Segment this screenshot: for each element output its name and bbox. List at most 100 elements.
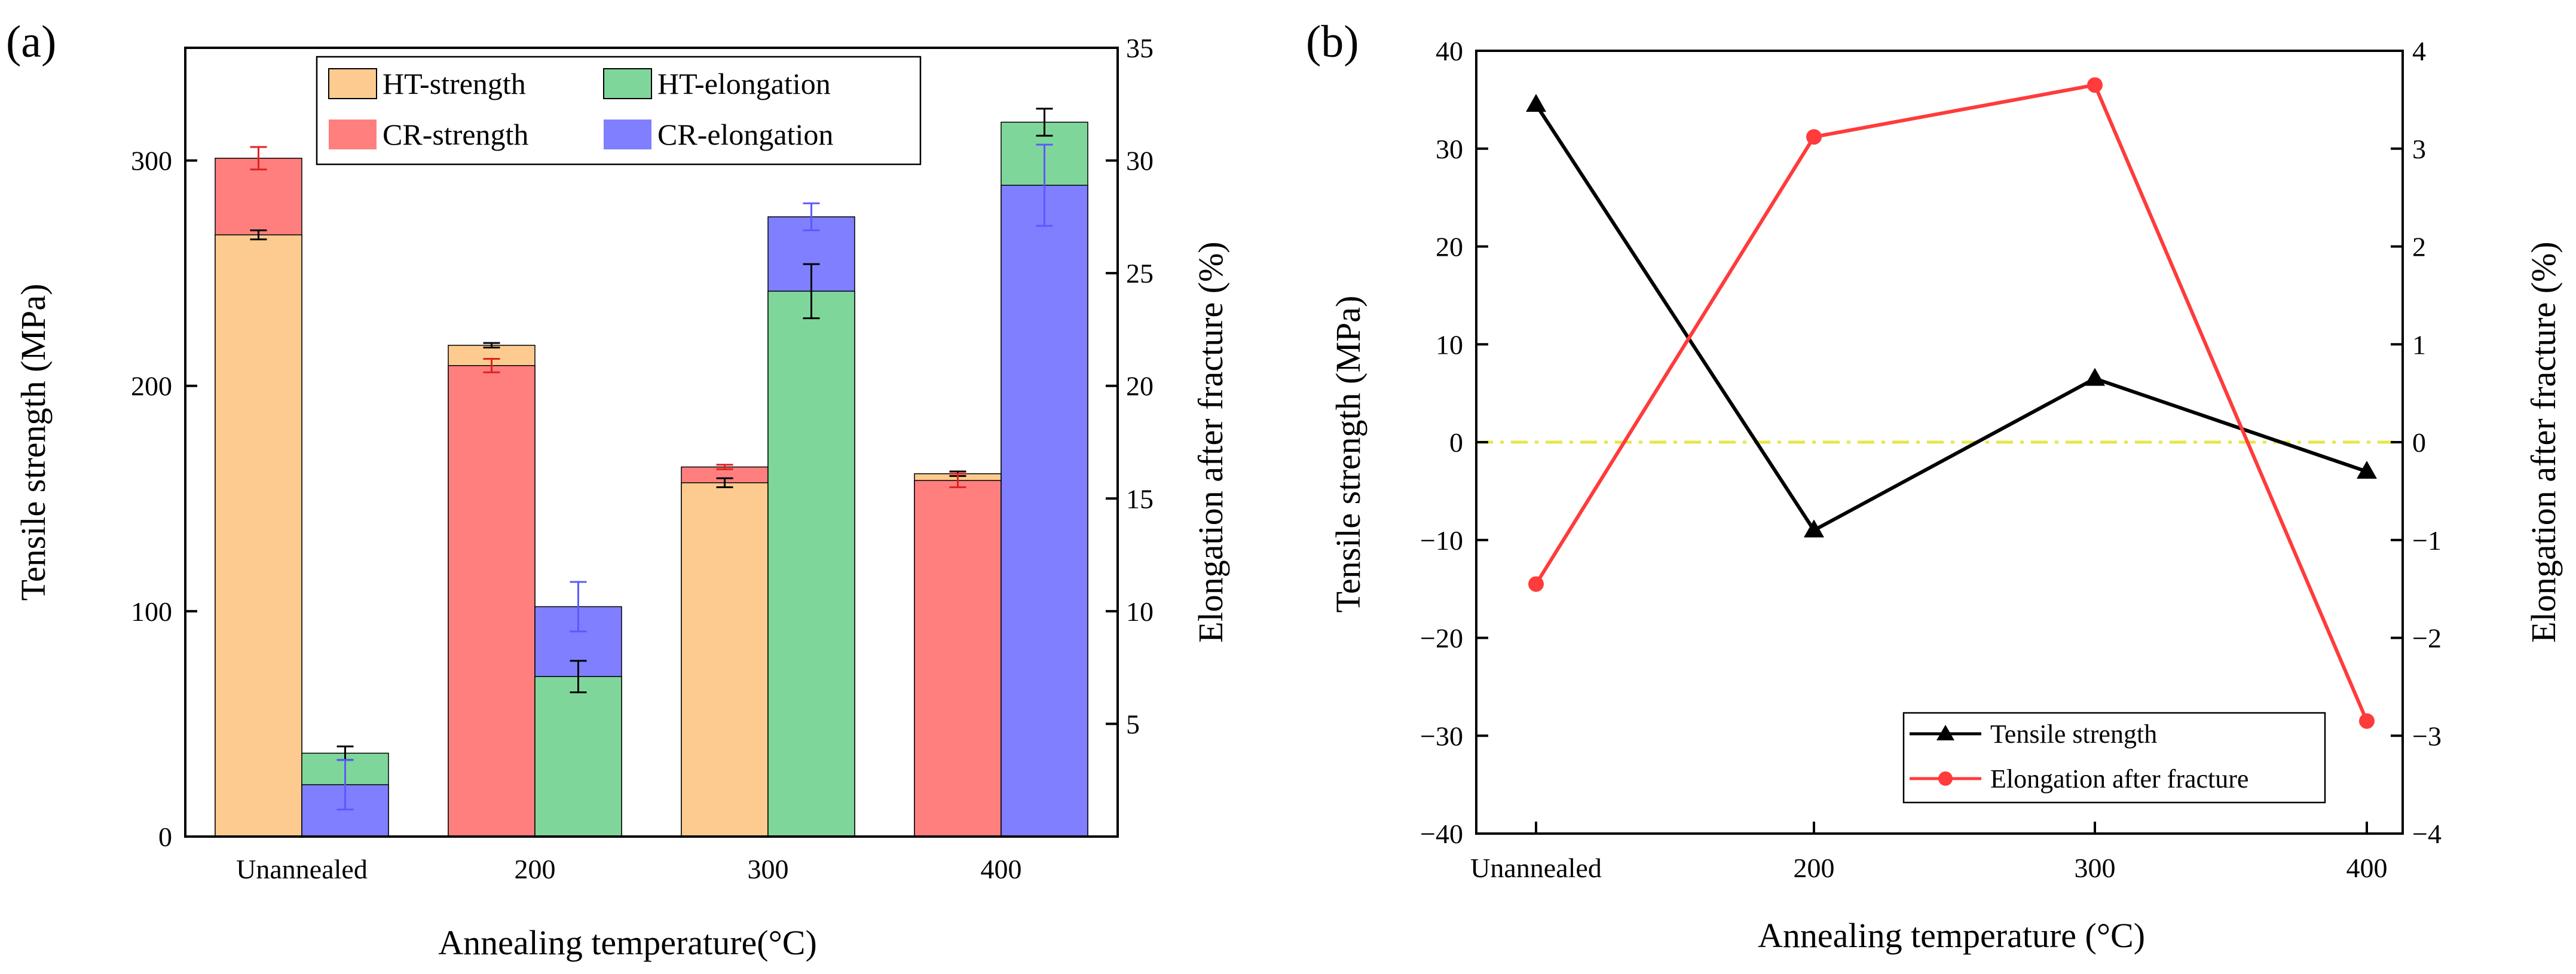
panel-a-bars [215, 121, 1088, 837]
error-bar-cr-strength-200 [483, 357, 500, 373]
error-bar-ht-elongation-300 [803, 263, 820, 320]
panel-b-legend-box [1902, 712, 2326, 804]
error-bar-ht-elongation-400 [1036, 108, 1053, 137]
series-tensile-strength [1526, 94, 2377, 538]
panel-b-label: (b) [1306, 17, 1359, 67]
legend-label-cr-elongation: CR-elongation [657, 118, 833, 151]
point-tensile-strength-300 [2085, 367, 2105, 386]
y2-tick-label-5: 5 [1126, 709, 1140, 739]
legend-swatch-cr-elongation [604, 120, 651, 149]
line-tensile-strength [1534, 103, 2367, 533]
y-tick-label-30: −30 [1420, 721, 1463, 751]
bar-cr-strength-200 [448, 365, 536, 837]
panel-a-label: (a) [6, 17, 56, 67]
error-bar-cr-strength-300 [716, 464, 733, 470]
bar-ht-elongation-200 [534, 676, 622, 837]
point-tensile-strength-unannealed [1526, 94, 1546, 112]
panel-a-plot-frame [184, 47, 1119, 838]
y-tick-label-40: 40 [1436, 36, 1463, 66]
panel-b-series [1526, 77, 2377, 729]
y2-tick-label-2: 2 [2412, 232, 2426, 262]
panel-b-y2-axis-title: Elongation after fracture (%) [2524, 241, 2563, 642]
panel-a-y-axis-title: Tensile strength (MPa) [14, 284, 53, 601]
y2-tick-label-10: 10 [1126, 596, 1154, 627]
line-elongation-after-fracture [1534, 82, 2369, 722]
y2-tick-label-35: 35 [1126, 33, 1154, 63]
y2-tick-label-30: 30 [1126, 146, 1154, 176]
legend-label-ht-elongation: HT-elongation [657, 67, 831, 100]
error-bar-cr-strength-unannealed [250, 146, 267, 171]
x-tick-label-unannealed: Unannealed [1470, 853, 1602, 883]
error-bar-cr-elongation-300 [803, 202, 820, 231]
y2-tick-label-4: 4 [2412, 36, 2426, 66]
point-tensile-strength-200 [1804, 519, 1824, 538]
y2-tick-label-3: −3 [2412, 721, 2442, 751]
panel-a-axes: Unannealed 200 300 400 0 100 200 300 5 10 15 20 25 30… [131, 33, 1154, 884]
y-tick-label-40: −40 [1420, 819, 1463, 849]
x-tick-label-300: 300 [748, 854, 789, 884]
y2-tick-label-3: 3 [2412, 134, 2426, 164]
y2-tick-label-1: −1 [2412, 525, 2442, 556]
legend-swatch-ht-elongation [603, 68, 652, 99]
legend-marker-circle [1938, 771, 1953, 786]
panel-b-axes: Unannealed 200 300 400−40−30−20−10010203040… [1420, 36, 2442, 883]
panel-b-legend: Tensile strength Elongation after fractu… [1902, 712, 2326, 804]
legend-marker-triangle [1936, 725, 1954, 740]
x-tick-label-300: 300 [2075, 853, 2116, 883]
panel-b-x-axis-title: Annealing temperature (°C) [1758, 916, 2145, 955]
x-tick-label-unannealed: Unannealed [236, 854, 368, 884]
error-bar-ht-strength-200 [483, 342, 500, 349]
legend-label-elongation: Elongation after fracture [1990, 764, 2248, 794]
panel-a: (a) Unannealed 200 300 400 0 100 200 300 5 10 15 20… [6, 17, 1230, 962]
bar-ht-strength-300 [681, 482, 769, 837]
point-elongation-after-fracture-300 [2087, 77, 2103, 93]
y-tick-label-0: 0 [1449, 427, 1463, 458]
y2-tick-label-0: 0 [2412, 427, 2426, 458]
error-bar-ht-strength-unannealed [250, 229, 267, 241]
panel-b: (b) Unannealed 200 300 400−40−30−20−1001020… [1306, 17, 2563, 955]
panel-a-y2-axis-title: Elongation after fracture (%) [1191, 241, 1230, 642]
bar-ht-strength-unannealed [215, 234, 302, 837]
error-bar-cr-elongation-unannealed [336, 759, 354, 811]
y-tick-label-200: 200 [131, 371, 172, 402]
x-tick-label-400: 400 [981, 854, 1022, 884]
point-elongation-after-fracture-400 [2359, 713, 2375, 729]
x-tick-label-400: 400 [2346, 853, 2388, 883]
legend-label-tensile-strength: Tensile strength [1990, 719, 2157, 749]
y-tick-label-20: 20 [1436, 232, 1463, 262]
panel-a-x-axis-title: Annealing temperature(°C) [438, 923, 817, 962]
error-bar-ht-strength-300 [716, 477, 733, 488]
legend-swatch-cr-strength [329, 120, 377, 149]
y-tick-label-30: 30 [1436, 134, 1463, 164]
y-tick-label-20: −20 [1420, 623, 1463, 654]
bar-cr-elongation-400 [1001, 185, 1088, 837]
y-tick-label-10: −10 [1420, 525, 1463, 556]
legend-label-cr-strength: CR-strength [383, 118, 528, 151]
point-tensile-strength-400 [2357, 461, 2377, 479]
panel-b-y-axis-title: Tensile strength (MPa) [1329, 296, 1367, 613]
series-elongation-after-fracture [1528, 77, 2375, 729]
y2-tick-label-15: 15 [1126, 483, 1154, 514]
legend-label-ht-strength: HT-strength [383, 67, 526, 100]
y-tick-label-100: 100 [131, 596, 172, 627]
panel-a-legend: HT-strength CR-strength HT-elongation CR… [316, 56, 922, 166]
y2-tick-label-25: 25 [1126, 258, 1154, 289]
y2-tick-label-1: 1 [2412, 329, 2426, 360]
y-tick-label-10: 10 [1436, 329, 1463, 360]
x-tick-label-200: 200 [515, 854, 556, 884]
error-bar-cr-elongation-400 [1036, 143, 1053, 227]
y2-tick-label-4: −4 [2412, 819, 2442, 849]
legend-swatch-ht-strength [328, 68, 377, 99]
y2-tick-label-20: 20 [1126, 371, 1154, 402]
bar-cr-strength-400 [914, 480, 1002, 837]
error-bar-ht-elongation-200 [570, 660, 587, 694]
x-tick-label-200: 200 [1794, 853, 1835, 883]
y-tick-label-0: 0 [158, 822, 172, 852]
error-bar-cr-strength-400 [949, 473, 966, 488]
point-elongation-after-fracture-unannealed [1528, 576, 1544, 592]
panel-a-error-bars [250, 108, 1053, 811]
y-tick-label-300: 300 [131, 146, 172, 176]
error-bar-cr-elongation-200 [570, 581, 587, 633]
bar-ht-elongation-300 [767, 290, 855, 837]
